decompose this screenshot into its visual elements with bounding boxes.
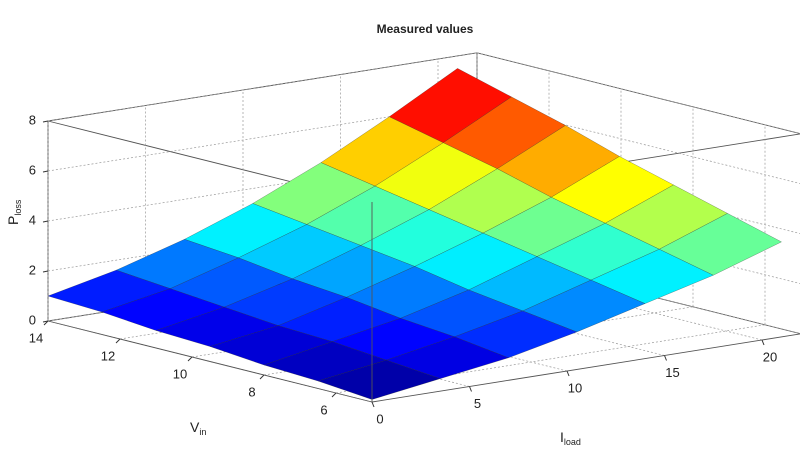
- z-tick-label: 8: [29, 112, 36, 127]
- y-tick: [115, 338, 121, 344]
- x-tick: [371, 401, 375, 408]
- z-tick-label: 2: [29, 262, 36, 277]
- x-tick-label: 15: [665, 365, 679, 380]
- x-label-sub: load: [564, 437, 581, 447]
- z-tick: [42, 270, 49, 273]
- y-tick-label: 8: [248, 384, 255, 399]
- z-tick-label: 6: [29, 162, 36, 177]
- x-tick: [761, 339, 765, 346]
- y-tick: [259, 374, 265, 380]
- y-tick: [331, 392, 337, 398]
- y-tick-label: 6: [320, 402, 327, 417]
- surface-patch: [317, 359, 441, 400]
- x-tick: [566, 370, 570, 377]
- x-axis-label: Iload: [560, 429, 581, 448]
- z-label-sub: loss: [13, 199, 23, 216]
- surface: [47, 68, 782, 400]
- z-tick: [42, 170, 49, 173]
- x-tick-label: 20: [763, 349, 777, 364]
- box-edge: [476, 52, 800, 135]
- x-tick-label: 10: [568, 380, 582, 395]
- box-edge: [371, 333, 800, 403]
- z-tick-label: 4: [29, 212, 36, 227]
- z-tick-label: 0: [29, 312, 36, 327]
- y-tick: [43, 320, 49, 326]
- box-edge: [47, 320, 373, 403]
- y-tick: [187, 356, 193, 362]
- x-label-main: I: [560, 429, 564, 445]
- x-tick: [469, 386, 472, 392]
- y-axis-label: Vin: [190, 419, 206, 438]
- x-tick-label: 0: [376, 411, 383, 426]
- y-label-sub: in: [199, 427, 206, 437]
- y-label-main: V: [190, 419, 200, 435]
- x-tick-label: 5: [474, 396, 481, 411]
- y-tick-label: 12: [101, 348, 115, 363]
- z-tick: [42, 220, 49, 223]
- z-axis-label: Ploss: [5, 199, 24, 225]
- chart-title: Measured values: [377, 22, 474, 36]
- y-tick-label: 14: [29, 330, 43, 345]
- x-tick: [664, 355, 667, 361]
- grid-line: [47, 52, 478, 122]
- z-label-main: P: [5, 216, 21, 225]
- z-tick: [42, 120, 49, 123]
- y-tick-label: 10: [173, 366, 187, 381]
